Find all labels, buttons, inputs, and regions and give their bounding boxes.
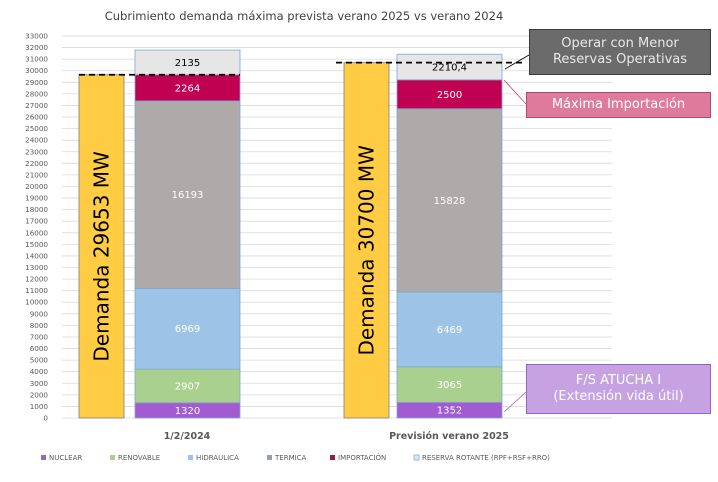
annotation-maxima-importacion-text: Máxima Importación	[551, 97, 686, 113]
legend-label: HIDRAULICA	[196, 454, 239, 462]
y-tick-label: 18000	[25, 205, 48, 214]
y-tick-label: 17000	[25, 217, 48, 226]
y-tick-label: 28000	[25, 89, 48, 98]
legend-swatch	[41, 455, 46, 460]
data-label: 2210,4	[432, 63, 467, 74]
demand-label: Demanda 30700 MW	[355, 145, 379, 356]
legend-swatch	[413, 454, 420, 461]
y-tick-label: 0	[43, 414, 48, 423]
y-tick-label: 12000	[25, 275, 48, 284]
data-label: 2264	[175, 83, 200, 94]
bar-segment	[396, 108, 503, 293]
connector-importacion	[503, 79, 527, 105]
annotation-menor-reservas: Operar con Menor Reservas Operativas	[529, 29, 711, 75]
legend-swatch	[110, 455, 115, 460]
data-label: 1352	[437, 406, 462, 417]
annotation-menor-reservas-line2: Reservas Operativas	[552, 52, 688, 67]
data-label: 2907	[175, 381, 200, 392]
data-label: 16193	[172, 190, 204, 201]
y-tick-label: 31000	[25, 55, 48, 64]
data-label: 3065	[437, 380, 462, 391]
connector-reservas	[504, 54, 530, 70]
y-tick-label: 23000	[25, 147, 48, 156]
annotation-maxima-importacion: Máxima Importación	[526, 92, 711, 118]
y-tick-label: 24000	[25, 136, 48, 145]
bar-segment	[134, 100, 241, 289]
legend-label: RESERVA ROTANTE (RPF+RSF+RRO)	[422, 454, 550, 462]
legend-swatch	[267, 455, 272, 460]
y-tick-label: 14000	[25, 251, 48, 260]
legend-swatch	[330, 455, 335, 460]
legend: NUCLEAR RENOVABLE HIDRAULICA TERMICA IMPORTA…	[41, 453, 550, 462]
y-tick-label: 11000	[25, 286, 48, 295]
y-tick-label: 27000	[25, 101, 48, 110]
annotation-atucha-line2: (Extensión vida útil)	[553, 389, 684, 404]
y-tick-label: 33000	[25, 32, 48, 41]
y-tick-label: 7000	[30, 332, 49, 341]
y-tick-label: 21000	[25, 170, 48, 179]
legend-label: TERMICA	[274, 454, 307, 462]
data-label: 6969	[175, 324, 200, 335]
connector-atucha	[503, 391, 527, 413]
annotation-menor-reservas-line1: Operar con Menor	[561, 36, 679, 52]
y-tick-label: 6000	[30, 344, 49, 353]
bar-segment	[134, 287, 241, 370]
y-tick-label: 26000	[25, 113, 48, 122]
bar-segment	[396, 79, 503, 110]
demand-bar	[78, 74, 125, 419]
demand-label: Demanda 29653 MW	[90, 151, 114, 362]
legend-label: RENOVABLE	[118, 454, 160, 462]
bar-segment	[396, 53, 503, 81]
y-tick-label: 29000	[25, 78, 48, 87]
segment-labels: Demanda 29653 MW Demanda 30700 MW 1320 2907…	[90, 58, 468, 417]
x-tick-label-1: Previsión verano 2025	[389, 431, 509, 442]
y-tick-label: 16000	[25, 228, 48, 237]
connector-lines	[79, 54, 530, 413]
demand-bar	[343, 62, 390, 419]
y-tick-label: 9000	[30, 309, 49, 318]
bar-segment	[134, 368, 241, 404]
bar-segment	[396, 366, 503, 403]
bar-segment	[396, 291, 503, 368]
y-tick-label: 15000	[25, 240, 48, 249]
y-axis-ticks: 0 1000 2000 3000 4000 5000 6000 7000 8000 9000 100…	[25, 32, 48, 423]
bars	[78, 49, 503, 419]
y-tick-label: 32000	[25, 43, 48, 52]
x-tick-label-0: 1/2/2024	[164, 431, 211, 442]
y-tick-label: 30000	[25, 66, 48, 75]
y-tick-label: 25000	[25, 124, 48, 133]
bar-segment	[134, 49, 241, 76]
y-tick-label: 13000	[25, 263, 48, 272]
y-tick-label: 22000	[25, 159, 48, 168]
data-label: 1320	[175, 406, 200, 417]
legend-label: IMPORTACIÓN	[338, 453, 386, 462]
y-tick-label: 3000	[30, 379, 49, 388]
y-tick-label: 8000	[30, 321, 49, 330]
y-tick-label: 1000	[30, 402, 49, 411]
legend-swatch	[188, 455, 193, 460]
chart-title: Cubrimiento demanda máxima prevista vera…	[105, 9, 504, 23]
y-tick-label: 5000	[30, 356, 49, 365]
data-label: 6469	[437, 325, 462, 336]
data-label: 2500	[437, 90, 462, 101]
annotation-atucha-line1: F/S ATUCHA I	[575, 373, 662, 389]
data-label: 15828	[434, 196, 466, 207]
legend-label: NUCLEAR	[49, 454, 82, 462]
y-tick-label: 4000	[30, 367, 49, 376]
y-tick-label: 19000	[25, 194, 48, 203]
y-tick-label: 2000	[30, 390, 49, 399]
y-tick-label: 20000	[25, 182, 48, 191]
annotation-atucha: F/S ATUCHA I (Extensión vida útil)	[526, 364, 711, 414]
bar-segment	[134, 74, 241, 102]
y-tick-label: 10000	[25, 298, 48, 307]
data-label: 2135	[175, 58, 200, 69]
